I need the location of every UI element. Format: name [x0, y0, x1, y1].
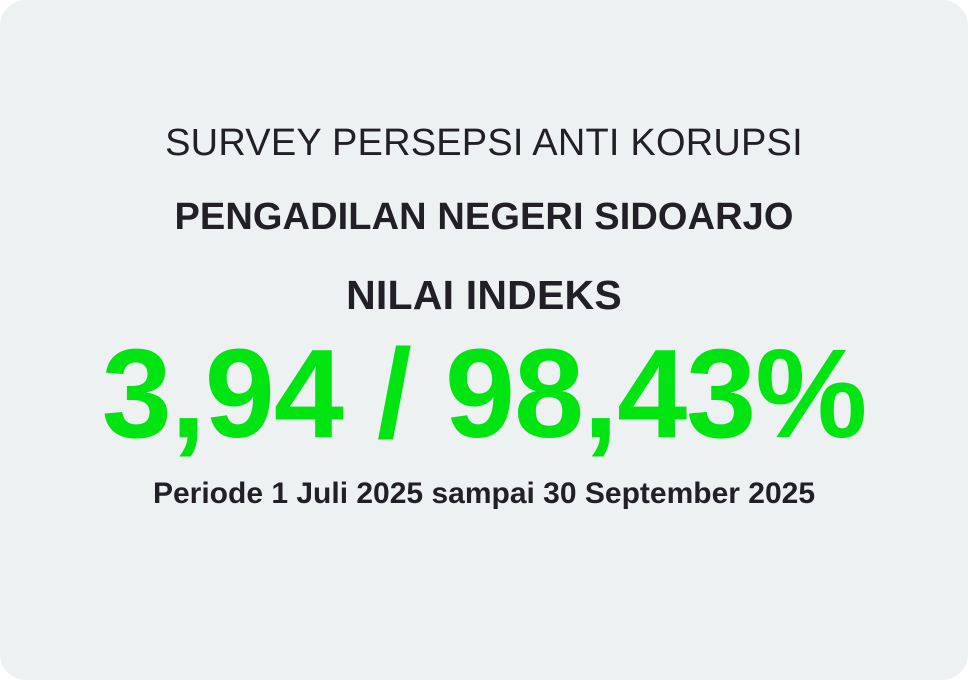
survey-title: SURVEY PERSEPSI ANTI KORUPSI — [165, 122, 803, 164]
index-value: 3,94 / 98,43% — [101, 322, 868, 464]
survey-period: Periode 1 Juli 2025 sampai 30 September … — [152, 476, 816, 510]
institution-name: PENGADILAN NEGERI SIDOARJO — [174, 195, 794, 238]
index-label: NILAI INDEKS — [346, 271, 622, 318]
